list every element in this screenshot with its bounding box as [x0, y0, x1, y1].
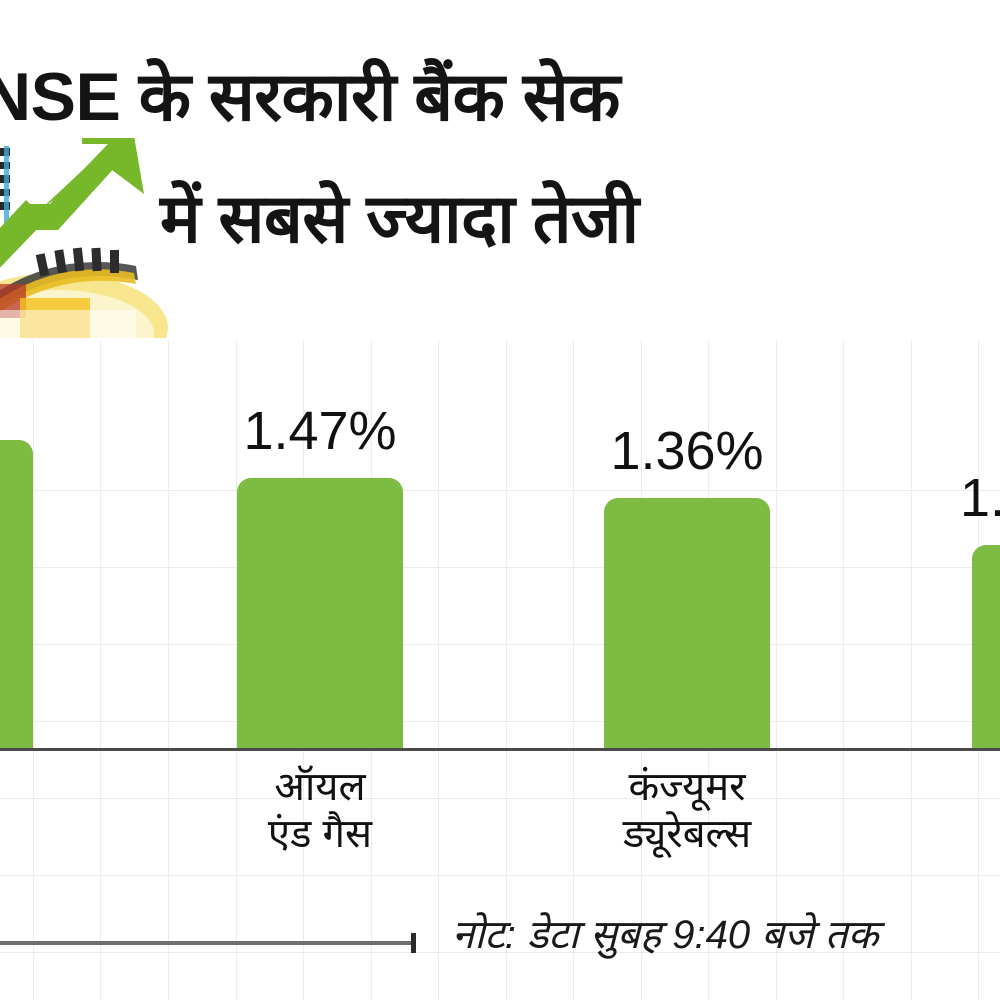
bar-3-value-label: 1.36% — [610, 421, 764, 481]
bar-1-category-label: री — [0, 764, 20, 811]
ticker-strip-icon — [0, 146, 12, 224]
bar-2-value-label: 1.47% — [243, 401, 397, 461]
chart-title-block: NSE के सरकारी बैंक सेक में सबसे ज्यादा त… — [0, 28, 1000, 298]
bar-2 — [237, 478, 403, 748]
bar-2-category-line-1: ऑयल — [274, 765, 366, 809]
bar-3-category-line-2: ड्यूरेबल्स — [622, 812, 752, 856]
footer-note: नोट: डेटा सुबह 9:40 बजे तक — [452, 913, 879, 957]
page-title-line-1: NSE के सरकारी बैंक सेक — [0, 59, 620, 135]
bar-2-category-label: ऑयल एंड गैस — [210, 764, 430, 858]
bar-3 — [604, 498, 770, 748]
page-title-line-2: में सबसे ज्यादा तेजी — [160, 181, 639, 257]
footer-divider-cap — [411, 933, 416, 953]
bar-2-category-line-2: एंड गैस — [267, 812, 373, 856]
bar-chart-plot: % री 1.47% ऑयल एंड गैस 1.36% कंज्यूमर ड्… — [0, 340, 1000, 1000]
trend-up-arrow-icon — [0, 124, 144, 268]
bar-1 — [0, 440, 33, 748]
x-axis-line — [0, 748, 1000, 751]
bar-4 — [972, 545, 1000, 748]
bar-3-category-line-1: कंज्यूमर — [628, 765, 746, 809]
footer-divider-line — [0, 941, 415, 945]
bar-4-value-label: 1. — [960, 468, 1000, 528]
bar-1-value-label: % — [0, 362, 10, 424]
bar-3-category-label: कंज्यूमर ड्यूरेबल्स — [577, 764, 797, 858]
